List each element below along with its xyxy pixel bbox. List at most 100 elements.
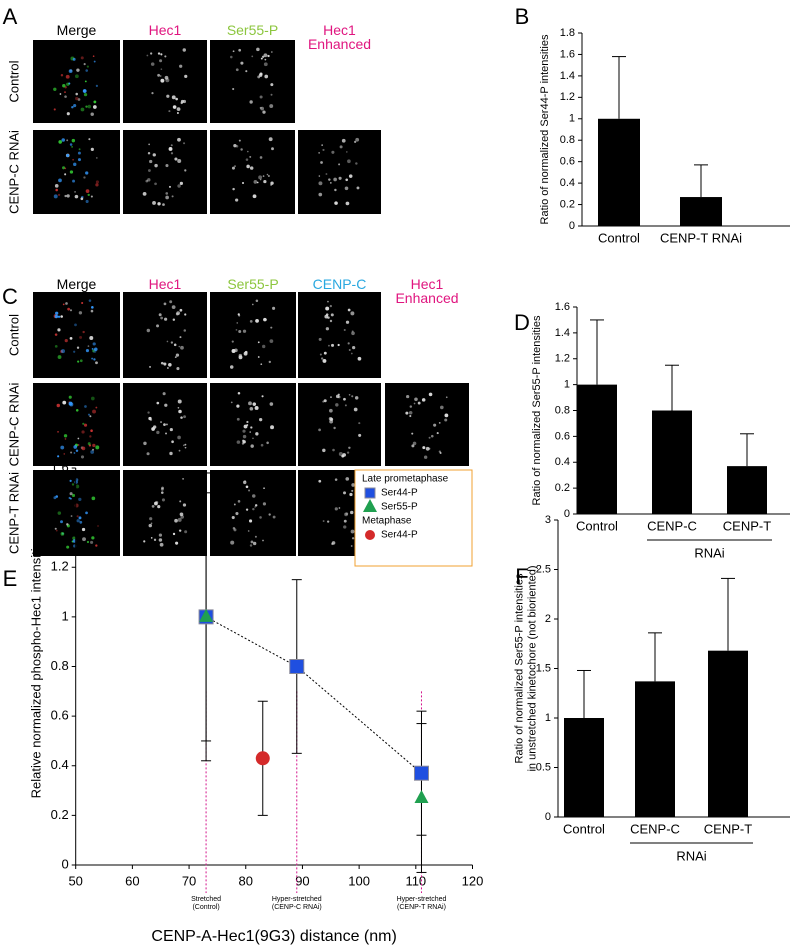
micrograph-spot [266,441,269,445]
micrograph-spot [55,495,59,498]
y-tick-label: 0 [564,508,570,520]
micrograph [298,130,381,214]
micrograph-spot [248,489,251,492]
x-tick-label: CENP-T [723,518,771,533]
micrograph-spot [249,406,254,411]
micrograph-spot [69,492,73,496]
micrograph-spot [322,148,325,152]
micrograph-spot [85,69,89,72]
micrograph-spot [270,181,274,185]
micrograph-spot [174,356,177,358]
micrograph-spot [250,540,254,544]
micrograph-spot [436,432,439,435]
micrograph-spot [64,194,67,198]
micrograph-spot [156,324,160,328]
micrograph-spot [348,393,351,396]
micrograph-spot [92,55,95,57]
micrograph-spot [183,142,186,145]
micrograph-spot [166,340,169,343]
micrograph-spot [89,415,92,418]
row-label: CENP-C RNAi [6,130,21,214]
micrograph-spot [167,367,169,369]
micrograph-spot [65,74,70,79]
micrograph-spot [147,411,150,414]
micrograph-spot [245,508,249,511]
micrograph-spot [329,319,333,323]
micrograph-spot [90,450,95,454]
y-tick-label: 1.6 [560,48,575,60]
micrograph-spot [255,319,259,323]
micrograph-spot [58,178,62,183]
micrograph-spot [351,395,354,398]
micrograph-spot [263,179,267,184]
micrograph-spot [328,416,333,421]
micrograph-spot [417,401,421,405]
micrograph-spot [264,58,267,61]
micrograph-spot [69,402,74,407]
micrograph-spot [328,178,331,181]
micrograph-spot [259,516,262,519]
micrograph-spot [64,167,67,170]
micrograph-spot [57,355,62,359]
micrograph-spot [329,419,334,424]
group-label: RNAi [694,545,724,560]
micrograph-spot [236,404,240,408]
micrograph-spot [63,434,68,438]
micrograph-spot [330,313,334,317]
micrograph-spot [82,89,87,93]
micrograph-spot [331,343,335,347]
panel-letter: B [515,4,530,29]
micrograph-spot [78,148,81,151]
micrograph-spot [159,542,164,547]
x-tick-label: CENP-T [704,821,752,836]
micrograph-spot [329,408,333,413]
micrograph-spot [409,414,412,418]
micrograph-spot [148,523,152,528]
y-tick-label: 0.6 [51,708,69,723]
micrograph-spot [177,435,181,440]
micrograph-spot [82,537,86,542]
micrograph-spot [231,515,235,520]
micrograph-spot [343,397,346,401]
micrograph-spot [70,515,73,517]
micrograph-spot [165,192,169,195]
micrograph-spot [174,157,178,161]
micrograph-spot [331,150,335,154]
micrograph-spot [232,87,235,91]
legend: Late prometaphase Ser44-P Ser55-P Metaphase… [354,469,473,567]
micrograph-spot [80,455,85,459]
micrograph-spot [157,505,161,509]
y-tick-label: 1.2 [555,353,570,365]
y-axis-label: Ratio of normalized Ser44-P intensities [539,34,551,224]
micrograph-spot [237,500,241,503]
micrograph-spot [270,326,273,329]
micrograph-spot [182,48,186,52]
micrograph-spot [411,444,415,448]
micrograph-spot [62,400,67,405]
micrograph-spot [184,313,187,316]
y-tick-label: 0.4 [560,177,575,189]
micrograph-spot [146,452,150,456]
micrograph-spot [150,537,153,539]
micrograph-spot [71,145,73,148]
y-tick-label: 2.5 [536,563,551,575]
micrograph-spot [171,305,176,309]
micrograph-spot [179,336,182,339]
micrograph-spot [91,347,94,350]
micrograph-spot [184,443,187,446]
micrograph-spot [80,197,84,201]
micrograph-spot [350,510,354,515]
micrograph-spot [148,416,152,421]
micrograph-spot [242,439,245,442]
micrograph-spot [408,410,413,415]
micrograph-spot [145,179,149,183]
micrograph-spot [77,151,81,155]
micrograph-spot [345,201,350,206]
micrograph-spot [406,394,410,399]
micrograph-spot [157,52,161,55]
legend-swatch [363,499,377,512]
micrograph [385,383,469,466]
micrograph-spot [172,318,176,321]
micrograph-spot [71,105,74,109]
micrograph-spot [254,506,256,508]
